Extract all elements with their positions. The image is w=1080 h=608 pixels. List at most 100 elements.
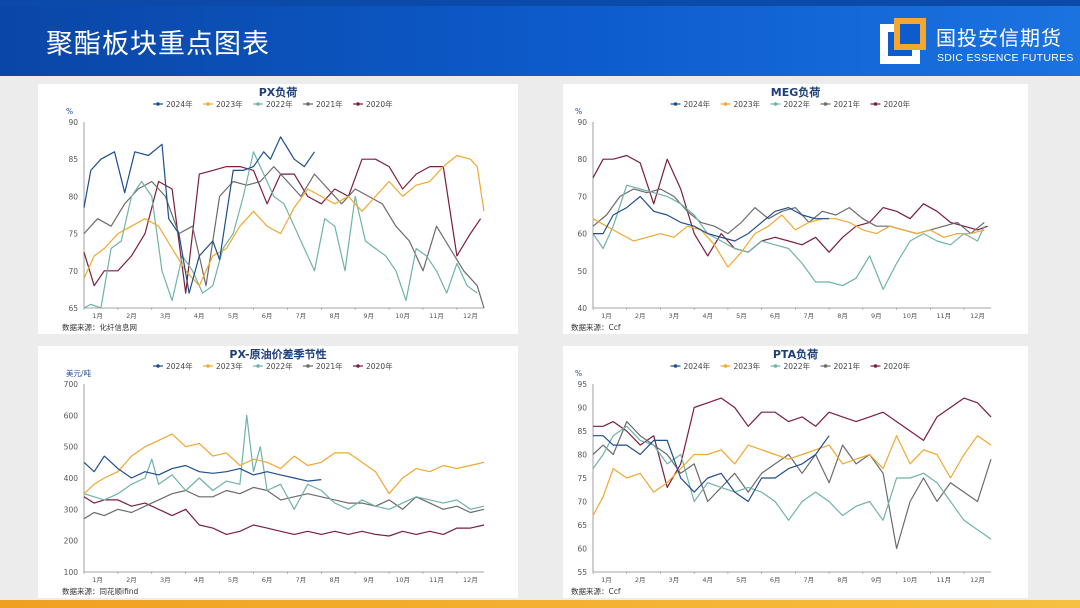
y-tick-label: 90: [577, 404, 587, 413]
y-tick-label: 70: [577, 192, 587, 201]
svg-text:2024年: 2024年: [684, 99, 711, 109]
x-tick-label: 8月: [330, 312, 341, 320]
x-tick-label: 9月: [871, 312, 882, 320]
svg-text:2022年: 2022年: [784, 361, 811, 371]
series-line-2021: [592, 188, 985, 235]
y-tick-label: 50: [577, 267, 587, 276]
y-tick-label: 100: [64, 568, 79, 577]
chart-panel-pta-load: PTA负荷 2024年 2023年 2022年 2021年 2020年% 55 60 65 70 7…: [563, 346, 1028, 598]
svg-text:2023年: 2023年: [734, 99, 761, 109]
y-tick-label: 600: [64, 411, 79, 420]
x-tick-label: 7月: [296, 576, 307, 584]
x-tick-label: 6月: [262, 576, 273, 584]
legend-entry: 2020年: [870, 99, 911, 109]
series-line-2020: [593, 397, 992, 488]
svg-text:2020年: 2020年: [366, 99, 393, 109]
svg-text:2021年: 2021年: [834, 361, 861, 371]
svg-text:2024年: 2024年: [684, 361, 711, 371]
y-tick-label: 400: [64, 474, 79, 483]
page-title: 聚酯板块重点图表: [46, 29, 270, 60]
x-tick-label: 8月: [837, 312, 848, 320]
y-tick-label: 75: [68, 230, 78, 239]
data-source: 数据来源：同花顺ifind: [62, 586, 139, 596]
svg-text:2024年: 2024年: [166, 99, 193, 109]
y-axis-label: %: [66, 107, 73, 116]
y-tick-label: 700: [64, 380, 79, 389]
x-tick-label: 5月: [228, 312, 239, 320]
y-tick-label: 60: [577, 545, 587, 554]
series-line-2022: [592, 184, 985, 290]
x-tick-label: 6月: [262, 312, 273, 320]
x-tick-label: 4月: [702, 312, 713, 320]
series-line-2020: [83, 496, 485, 537]
y-axis-label: 美元/吨: [66, 368, 92, 378]
y-tick-label: 85: [577, 427, 587, 436]
series-line-2024: [593, 435, 830, 503]
legend-entry: 2020年: [353, 99, 393, 109]
y-tick-label: 300: [64, 505, 79, 514]
x-tick-label: 11月: [429, 312, 444, 320]
series-line-2020: [592, 154, 988, 257]
legend-entry: 2020年: [870, 361, 911, 371]
legend-entry: 2023年: [720, 99, 761, 109]
x-tick-label: 9月: [871, 576, 882, 584]
y-tick-label: 90: [68, 118, 78, 127]
legend-entry: 2022年: [770, 99, 811, 109]
x-tick-label: 10月: [395, 312, 410, 320]
series-line-2024: [83, 136, 315, 294]
legend-entry: 2020年: [353, 361, 393, 371]
x-tick-label: 6月: [770, 576, 781, 584]
y-tick-label: 65: [68, 304, 78, 313]
svg-text:2022年: 2022年: [266, 99, 293, 109]
legend-entry: 2021年: [303, 99, 343, 109]
data-source: 数据来源：Ccf: [571, 322, 621, 332]
series-line-2024: [593, 195, 830, 242]
legend-entry: 2021年: [820, 99, 861, 109]
svg-text:2023年: 2023年: [216, 99, 243, 109]
chart-meg-load: MEG负荷 2024年 2023年 2022年 2021年 2020年% 40 50 60 70 8…: [571, 85, 991, 332]
x-tick-label: 1月: [92, 576, 103, 584]
legend-entry: 2024年: [670, 361, 711, 371]
x-tick-label: 7月: [296, 312, 307, 320]
x-tick-label: 2月: [126, 576, 137, 584]
x-tick-label: 10月: [395, 576, 410, 584]
x-tick-label: 3月: [160, 312, 171, 320]
x-tick-label: 9月: [363, 312, 374, 320]
x-tick-label: 11月: [936, 312, 951, 320]
series-line-2021: [83, 165, 485, 309]
x-tick-label: 3月: [669, 312, 680, 320]
svg-text:2023年: 2023年: [216, 361, 243, 371]
x-tick-label: 2月: [126, 312, 137, 320]
chart-pta-load: PTA负荷 2024年 2023年 2022年 2021年 2020年% 55 60 65 70 7…: [571, 347, 992, 596]
legend-entry: 2023年: [203, 99, 243, 109]
top-accent-line: [0, 0, 1080, 6]
x-tick-label: 2月: [635, 576, 646, 584]
data-source: 数据来源：化纤信息网: [62, 322, 137, 332]
y-axis-label: %: [575, 369, 582, 378]
y-tick-label: 95: [577, 380, 587, 389]
chart-px-load: PX负荷 2024年 2023年 2022年 2021年 2020年% 65 70 75 80 85…: [62, 85, 485, 332]
series-line-2023: [592, 435, 992, 516]
svg-text:2022年: 2022年: [784, 99, 811, 109]
y-tick-label: 90: [577, 118, 587, 127]
sdic-logo-icon: [880, 18, 926, 64]
svg-text:2023年: 2023年: [734, 361, 761, 371]
chart-title: MEG负荷: [771, 85, 821, 99]
x-tick-label: 6月: [770, 312, 781, 320]
legend-entry: 2021年: [820, 361, 861, 371]
x-tick-label: 4月: [702, 576, 713, 584]
y-tick-label: 80: [68, 192, 78, 201]
series-line-2020: [83, 158, 482, 294]
series-line-2023: [592, 214, 985, 268]
data-source: 数据来源：Ccf: [571, 586, 621, 596]
y-tick-label: 70: [577, 498, 587, 507]
y-tick-label: 75: [577, 474, 587, 483]
logo-text-cn: 国投安信期货: [936, 26, 1062, 50]
x-tick-label: 12月: [463, 312, 478, 320]
legend-entry: 2021年: [303, 361, 343, 371]
chart-panel-px-crude-spread: PX-原油价差季节性 2024年 2023年 2022年 2021年 2020年 美元/吨 1…: [38, 346, 518, 598]
x-tick-label: 7月: [804, 576, 815, 584]
y-tick-label: 85: [68, 155, 78, 164]
series-line-2023: [83, 433, 485, 495]
x-tick-label: 12月: [970, 312, 985, 320]
